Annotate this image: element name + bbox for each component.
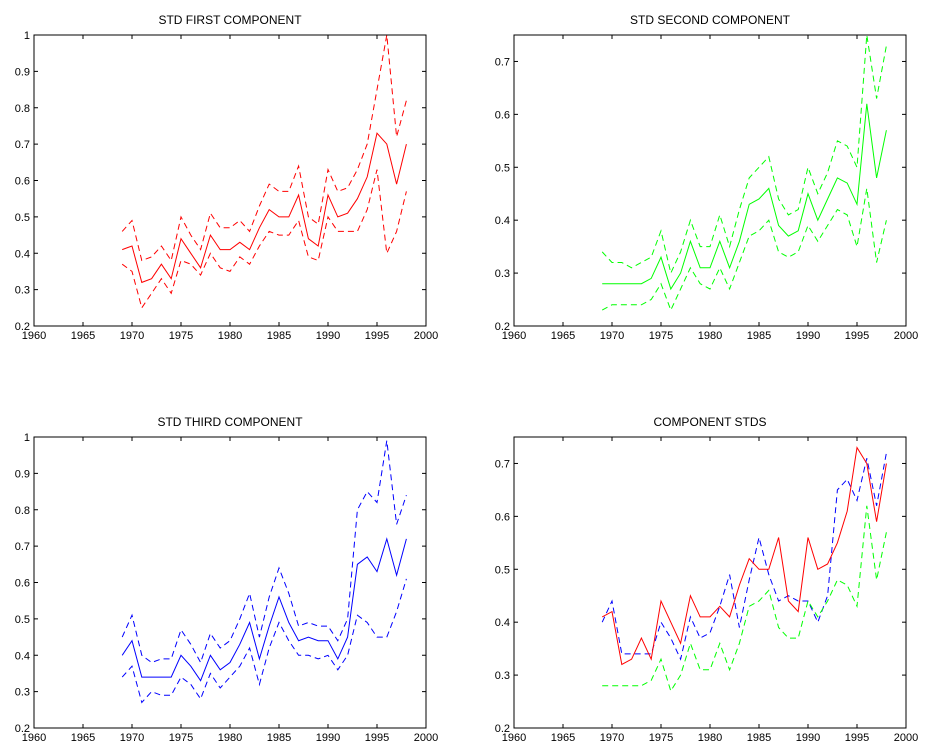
y-tick-label: 0.7 (15, 541, 30, 553)
y-tick-label: 0.5 (15, 614, 30, 626)
x-tick-label: 2000 (414, 732, 438, 744)
x-tick-label: 1965 (551, 330, 575, 342)
y-tick-label: 0.3 (495, 268, 510, 280)
x-tick-label: 1980 (218, 732, 242, 744)
x-tick-label: 1975 (649, 330, 673, 342)
y-tick-label: 0.6 (15, 578, 30, 590)
y-tick-label: 1 (24, 30, 30, 42)
y-tick-label: 0.9 (15, 66, 30, 78)
y-tick-label: 0.2 (495, 723, 510, 735)
y-tick-label: 0.7 (495, 56, 510, 68)
x-tick-label: 1975 (649, 732, 673, 744)
x-tick-label: 2000 (894, 732, 918, 744)
y-tick-label: 0.2 (495, 321, 510, 333)
axes-box (33, 34, 427, 327)
x-tick-label: 1960 (22, 732, 46, 744)
series-line-3-dashed (121, 169, 407, 309)
chart-panel-3: STD THIRD COMPONENT 1960 1965 1970 1975 1980 1… (15, 415, 439, 744)
x-tick-label: 1970 (120, 330, 144, 342)
series-line-3-dashed (601, 188, 887, 312)
y-tick-label: 0.2 (15, 723, 30, 735)
x-tick-label: 1990 (796, 732, 820, 744)
x-tick-label: 1995 (365, 330, 389, 342)
series-line-2-dashed (121, 34, 407, 262)
x-tick-label: 1990 (316, 330, 340, 342)
x-tick-label: 1970 (600, 330, 624, 342)
y-tick-label: 0.4 (15, 248, 30, 260)
chart-panel-2: STD SECOND COMPONENT 1960 1965 1970 1975 1980… (495, 13, 919, 342)
x-tick-label: 1980 (218, 330, 242, 342)
x-tick-label: 1975 (169, 330, 193, 342)
chart-panel-1: STD FIRST COMPONENT 1960 1965 1970 1975 1980 1… (15, 13, 439, 342)
x-tick-label: 1960 (22, 330, 46, 342)
series-line-2-dashed (602, 505, 887, 693)
axes-box (513, 436, 907, 729)
x-tick-label: 1970 (120, 732, 144, 744)
chart-panel-4: COMPONENT STDS 1960 1965 1970 1975 1980 1985 19… (495, 415, 919, 744)
x-tick-label: 1980 (698, 330, 722, 342)
x-tick-label: 1960 (502, 732, 526, 744)
x-tick-label: 1995 (845, 330, 869, 342)
y-tick-label: 0.4 (495, 617, 510, 629)
y-tick-label: 0.8 (15, 103, 30, 115)
x-tick-label: 1970 (600, 732, 624, 744)
y-tick-label: 0.4 (15, 650, 30, 662)
y-tick-label: 0.7 (495, 458, 510, 470)
x-tick-label: 2000 (894, 330, 918, 342)
y-tick-label: 1 (24, 432, 30, 444)
x-tick-label: 1985 (747, 732, 771, 744)
x-tick-label: 1965 (551, 732, 575, 744)
x-tick-label: 1965 (71, 330, 95, 342)
x-tick-label: 1985 (267, 732, 291, 744)
series-line-2-dashed (121, 440, 407, 664)
y-tick-label: 0.3 (15, 285, 30, 297)
series-line-1-solid (121, 537, 407, 682)
y-tick-label: 0.8 (15, 505, 30, 517)
x-tick-label: 2000 (414, 330, 438, 342)
y-tick-label: 0.5 (495, 162, 510, 174)
axes-box (513, 34, 907, 327)
y-tick-label: 0.7 (15, 139, 30, 151)
y-tick-label: 0.6 (495, 511, 510, 523)
chart-title: STD FIRST COMPONENT (158, 13, 302, 27)
y-tick-label: 0.9 (15, 468, 30, 480)
chart-title: STD THIRD COMPONENT (157, 415, 303, 429)
y-tick-label: 0.3 (495, 670, 510, 682)
x-tick-label: 1985 (747, 330, 771, 342)
x-tick-label: 1985 (267, 330, 291, 342)
y-tick-label: 0.5 (495, 564, 510, 576)
series-line-1-solid (602, 103, 887, 291)
y-tick-label: 0.2 (15, 321, 30, 333)
series-line-2-dashed (601, 34, 887, 275)
series-line-3-solid (601, 446, 887, 666)
x-tick-label: 1995 (845, 732, 869, 744)
axes-box (33, 436, 427, 729)
y-tick-label: 0.5 (15, 212, 30, 224)
x-tick-label: 1995 (365, 732, 389, 744)
series-line-1-dashed (601, 452, 887, 661)
x-tick-label: 1990 (316, 732, 340, 744)
y-tick-label: 0.4 (495, 215, 510, 227)
series-line-1-solid (122, 132, 407, 284)
y-tick-label: 0.3 (15, 687, 30, 699)
x-tick-label: 1990 (796, 330, 820, 342)
y-tick-label: 0.6 (15, 176, 30, 188)
x-tick-label: 1980 (698, 732, 722, 744)
y-tick-label: 0.6 (495, 109, 510, 121)
chart-title: COMPONENT STDS (653, 415, 766, 429)
x-tick-label: 1965 (71, 732, 95, 744)
x-tick-label: 1960 (502, 330, 526, 342)
x-tick-label: 1975 (169, 732, 193, 744)
chart-title: STD SECOND COMPONENT (630, 13, 791, 27)
series-line-3-dashed (121, 578, 407, 704)
